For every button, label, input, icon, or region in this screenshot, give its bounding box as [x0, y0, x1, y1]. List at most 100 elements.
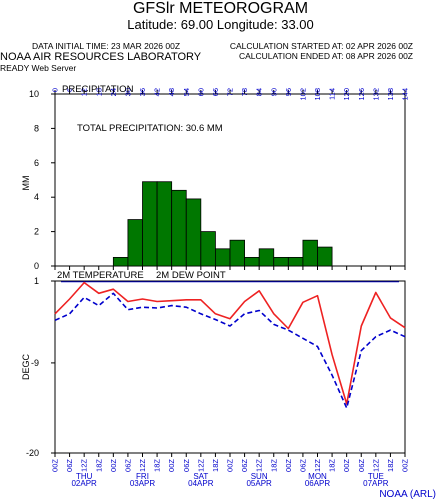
precip-bar [156, 181, 173, 267]
precip-bar [229, 239, 245, 267]
hour-tick-label: 132 [371, 88, 380, 101]
precip-bar [273, 256, 289, 267]
hour-tick-label: 66 [211, 88, 220, 96]
hour-tick-label: 30 [123, 88, 132, 96]
hour-tick-label: 48 [167, 88, 176, 96]
time-tick-label: 18Z [328, 459, 337, 472]
day-label: THU [76, 472, 93, 481]
org-name: NOAA AIR RESOURCES LABORATORY [0, 51, 202, 63]
hour-tick-label: 78 [240, 88, 249, 96]
time-tick-label: 12Z [255, 459, 264, 472]
time-tick-label: 00Z [401, 459, 410, 472]
precip-bar [112, 256, 129, 267]
time-tick-label: 18Z [386, 459, 395, 472]
precip-y-tick-label: 0 [34, 261, 39, 271]
time-tick-label: 12Z [196, 459, 205, 472]
legend-dewpoint: 2M DEW POINT [156, 270, 226, 281]
precip-bar [127, 219, 143, 267]
precip-y-tick-label: 4 [34, 192, 39, 202]
time-tick-label: 00Z [226, 459, 235, 472]
date-label: 05APR [246, 479, 272, 488]
server-name: READY Web Server [0, 63, 77, 73]
hour-tick-label: 12 [80, 88, 89, 96]
precip-y-tick-label: 8 [34, 123, 39, 133]
temp-y-tick-label: -9 [31, 358, 39, 368]
temp-plot-frame [54, 280, 406, 454]
hour-tick-label: 84 [255, 88, 264, 96]
hour-tick-label: 60 [196, 88, 205, 96]
day-label: FRI [136, 472, 149, 481]
hour-tick-label: 72 [226, 88, 235, 96]
temperature-panel: 1 -9 -20 00Z 06Z 12Z 18Z 00Z 06Z 12Z 18Z 00Z 06Z 12Z 1… [26, 276, 410, 488]
hour-tick-label: 6 [65, 88, 74, 92]
hour-tick-label: 54 [182, 88, 191, 96]
hour-tick-label: 120 [342, 88, 351, 101]
hour-tick-label: 144 [401, 88, 410, 101]
precip-bar [215, 248, 231, 267]
day-label: MON [308, 472, 327, 481]
date-label: 06APR [305, 479, 331, 488]
hour-tick-label: 36 [138, 88, 147, 96]
time-tick-label: 06Z [357, 459, 366, 472]
precip-y-tick-label: 2 [34, 227, 39, 237]
time-tick-label: 06Z [182, 459, 191, 472]
hour-tick-label: 138 [386, 88, 395, 101]
precip-bar [171, 189, 187, 267]
hour-tick-label: 90 [269, 88, 278, 96]
precip-panel-title: PRECIPITATION [62, 84, 134, 95]
hour-tick-label: 0 [51, 88, 60, 92]
temp-y-tick-label: -20 [26, 448, 39, 458]
precip-y-tick-label: 10 [29, 89, 39, 99]
day-label: TUE [368, 472, 384, 481]
hour-tick-label: 24 [109, 88, 118, 96]
temp-y-axis-label: DEGC [21, 354, 31, 381]
hour-tick-label: 114 [328, 88, 337, 100]
hour-tick-label: 126 [357, 88, 366, 101]
time-tick-label: 18Z [211, 459, 220, 472]
hour-tick-label: 108 [313, 88, 322, 101]
hour-tick-label: 102 [298, 88, 307, 101]
time-tick-label: 00Z [167, 459, 176, 472]
date-label: 03APR [130, 479, 156, 488]
precip-bar [185, 198, 202, 267]
temp-y-tick-label: 1 [34, 276, 39, 286]
page-title: GFSlr METEOROGRAM [132, 0, 309, 17]
time-tick-label: 12Z [80, 459, 89, 472]
precip-bar [287, 256, 304, 267]
precip-y-axis-label: MM [21, 176, 31, 191]
noaa-credit: NOAA (ARL) [379, 489, 436, 500]
precip-bar [200, 231, 216, 267]
precip-bar [302, 239, 318, 267]
time-tick-label: 06Z [298, 459, 307, 472]
time-tick-label: 06Z [240, 459, 249, 472]
precip-bar [317, 246, 333, 267]
precip-bar [258, 248, 275, 267]
time-tick-label: 00Z [284, 459, 293, 472]
time-tick-label: 06Z [123, 459, 132, 472]
time-tick-label: 06Z [65, 459, 74, 472]
dewpoint-line [54, 292, 406, 409]
day-label: SUN [251, 472, 268, 481]
temperature-line [54, 281, 406, 405]
date-label: 07APR [363, 479, 389, 488]
data-initial-time: DATA INITIAL TIME: 23 MAR 2026 00Z [32, 41, 181, 51]
precip-bar [142, 181, 158, 267]
time-tick-label: 18Z [269, 459, 278, 472]
time-tick-label: 00Z [109, 459, 118, 472]
calc-ended-time: CALCULATION ENDED AT: 08 APR 2026 00Z [238, 51, 413, 61]
calc-started-time: CALCULATION STARTED AT: 02 APR 2026 00Z [229, 41, 413, 51]
date-label: 04APR [188, 479, 214, 488]
total-precip-annotation: TOTAL PRECIPITATION: 30.6 MM [77, 123, 223, 134]
precip-y-tick-label: 6 [34, 158, 39, 168]
hour-tick-label: 96 [284, 88, 293, 96]
hour-tick-label: 18 [94, 88, 103, 96]
day-label: SAT [193, 472, 208, 481]
time-tick-label: 00Z [342, 459, 351, 472]
legend-temperature: 2M TEMPERATURE [57, 270, 144, 281]
time-tick-label: 12Z [138, 459, 147, 472]
time-tick-label: 18Z [94, 459, 103, 472]
hour-tick-label: 42 [153, 88, 162, 96]
location-subtitle: Latitude: 69.00 Longitude: 33.00 [127, 17, 314, 32]
